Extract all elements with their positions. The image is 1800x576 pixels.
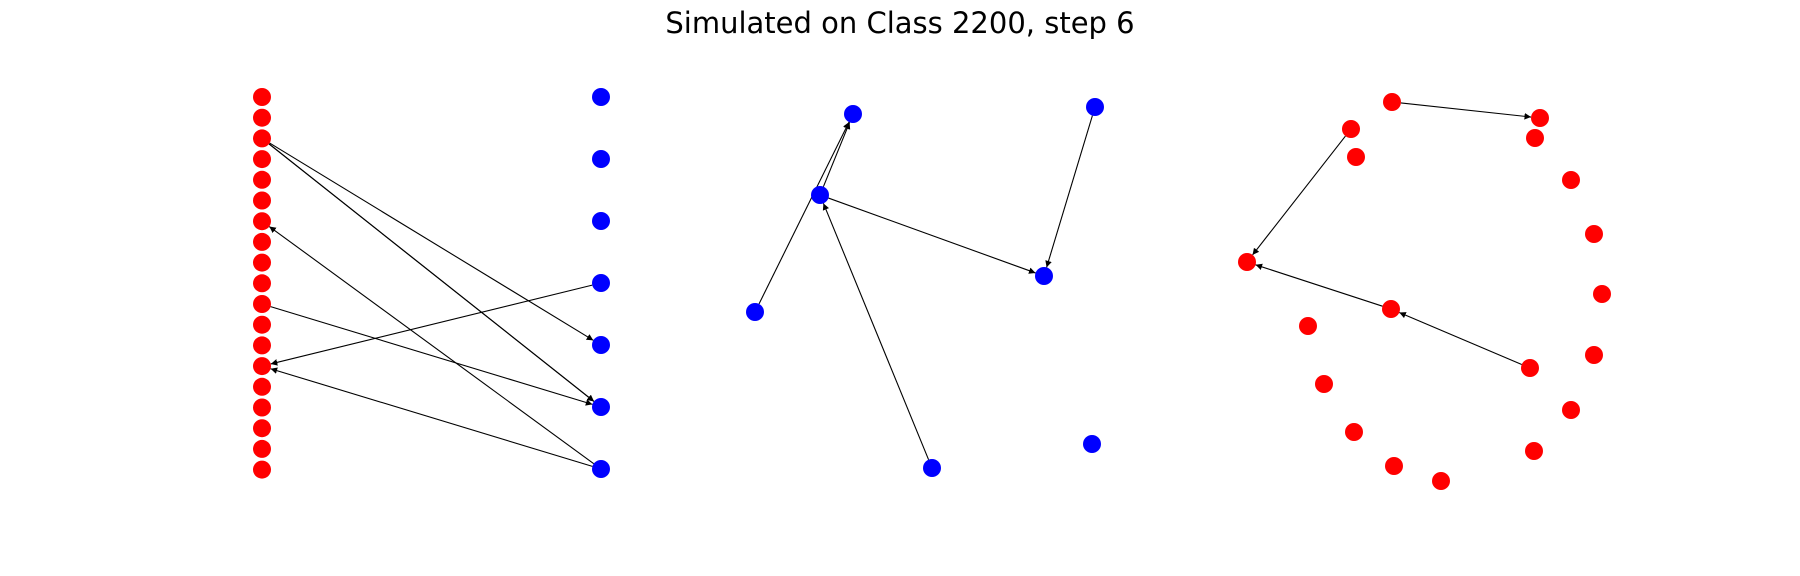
bipartite-node-blue — [592, 460, 610, 478]
blue-graph-node — [1083, 435, 1101, 453]
bipartite-node-red — [253, 295, 271, 313]
blue-graph-edge — [758, 121, 850, 305]
bipartite-node-red — [253, 88, 271, 106]
bipartite-node-red — [253, 460, 271, 479]
red-graph-node — [1585, 225, 1603, 243]
red-graph-node — [1385, 457, 1403, 475]
bipartite-node-red — [253, 274, 271, 293]
red-graph-node — [1342, 120, 1360, 138]
bipartite-edge — [270, 306, 593, 406]
blue-graph-edge — [822, 203, 930, 460]
red-graph-edge — [1252, 135, 1346, 256]
red-graph-node — [1531, 109, 1549, 127]
bipartite-node-red — [253, 212, 271, 231]
bipartite-node-red — [253, 377, 271, 396]
blue-graph-node — [746, 303, 764, 321]
blue-graph-node — [1086, 98, 1104, 116]
blue-graph-edge — [828, 197, 1036, 274]
red-graph-node — [1347, 148, 1365, 166]
bipartite-edge — [268, 226, 595, 465]
figure-title: Simulated on Class 2200, step 6 — [665, 6, 1135, 40]
bipartite-node-red — [253, 398, 271, 417]
red-graph-node — [1382, 300, 1400, 318]
blue-graph-edge — [822, 122, 851, 187]
bipartite-node-red — [253, 419, 271, 438]
bipartite-node-red — [253, 336, 271, 355]
red-graph-node — [1525, 442, 1543, 460]
bipartite-node-red — [253, 108, 271, 127]
blue-graph-edge — [1045, 115, 1093, 268]
blue-graph-node — [923, 459, 941, 477]
blue-graph-node — [844, 105, 862, 123]
blue-graph-node — [811, 186, 829, 204]
red-graph-node — [1238, 253, 1256, 271]
red-graph-node — [1593, 285, 1611, 303]
blue-graph-node — [1035, 267, 1053, 285]
red-graph-node — [1299, 317, 1317, 335]
bipartite-node-blue — [592, 336, 610, 354]
bipartite-node-blue — [592, 274, 610, 292]
bipartite-node-red — [253, 439, 271, 458]
red-graph-node — [1521, 359, 1539, 377]
red-graph-node — [1432, 472, 1450, 490]
bipartite-node-red — [253, 253, 271, 272]
bipartite-node-red — [253, 357, 271, 376]
bipartite-node-blue — [592, 212, 610, 230]
bipartite-node-red — [253, 315, 271, 334]
red-graph-node — [1562, 401, 1580, 419]
bipartite-node-red — [253, 170, 271, 189]
bipartite-node-red — [253, 129, 271, 148]
red-graph-edge — [1399, 312, 1522, 365]
bipartite-node-blue — [592, 88, 610, 106]
red-graph-node — [1345, 423, 1363, 441]
red-graph-edge — [1255, 263, 1383, 307]
red-graph-node — [1315, 375, 1333, 393]
red-graph-panel — [1238, 93, 1611, 490]
bipartite-panel — [253, 88, 610, 479]
bipartite-edge — [268, 143, 595, 402]
bipartite-node-red — [253, 232, 271, 251]
red-graph-edge — [1400, 102, 1532, 120]
bipartite-edge — [270, 284, 593, 366]
bipartite-edge — [269, 142, 594, 341]
bipartite-node-red — [253, 150, 271, 169]
bipartite-node-blue — [592, 398, 610, 416]
bipartite-node-blue — [592, 150, 610, 168]
red-graph-node — [1383, 93, 1401, 111]
red-graph-node — [1526, 129, 1544, 147]
blue-graph-panel — [746, 98, 1104, 477]
red-graph-node — [1585, 346, 1603, 364]
red-graph-node — [1562, 171, 1580, 189]
bipartite-edge — [270, 367, 593, 467]
bipartite-node-red — [253, 191, 271, 210]
